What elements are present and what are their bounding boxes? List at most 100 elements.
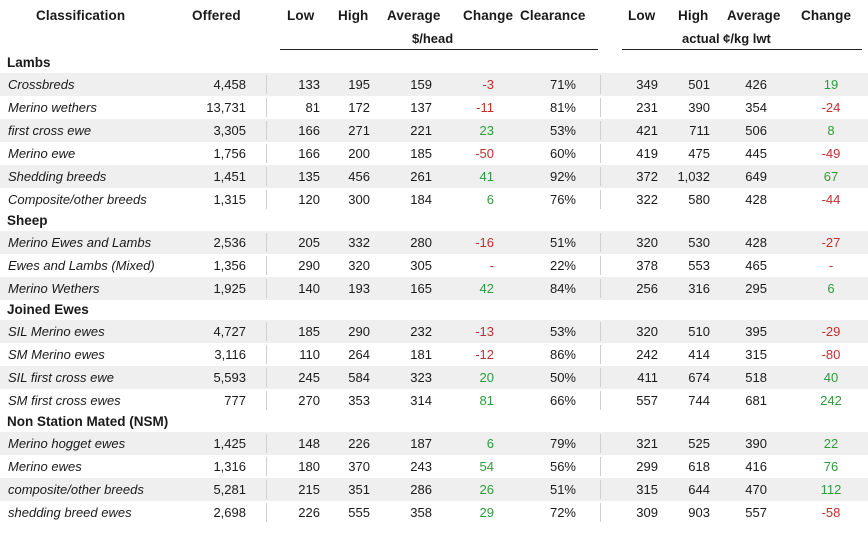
- classification-cell: SM Merino ewes: [8, 347, 105, 362]
- low-cell: 166: [298, 146, 320, 161]
- high-kg-cell: 510: [688, 324, 710, 339]
- clearance-cell: 76%: [549, 192, 576, 207]
- change-kg-cell: -44: [821, 192, 841, 207]
- average-kg-cell: 295: [745, 281, 767, 296]
- offered-cell: 1,316: [213, 459, 246, 474]
- column-divider: [266, 391, 267, 410]
- average-kg-cell: 445: [745, 146, 767, 161]
- header-average: Average: [387, 8, 441, 23]
- clearance-cell: 51%: [549, 235, 576, 250]
- table-row: composite/other breeds 5,281 215 351 286 26 51…: [0, 478, 868, 501]
- clearance-cell: 84%: [549, 281, 576, 296]
- change-cell: 41: [479, 169, 494, 184]
- low-cell: 185: [298, 324, 320, 339]
- column-divider: [600, 457, 601, 476]
- change-kg-cell: 6: [827, 281, 835, 296]
- clearance-cell: 72%: [549, 505, 576, 520]
- classification-cell: shedding breed ewes: [8, 505, 132, 520]
- column-divider: [600, 434, 601, 453]
- high-kg-cell: 903: [688, 505, 710, 520]
- clearance-cell: 92%: [549, 169, 576, 184]
- column-divider: [266, 98, 267, 117]
- offered-cell: 777: [224, 393, 246, 408]
- low-kg-cell: 378: [636, 258, 658, 273]
- column-divider: [266, 279, 267, 298]
- high-cell: 290: [348, 324, 370, 339]
- classification-cell: Merino wethers: [8, 100, 97, 115]
- column-divider: [600, 75, 601, 94]
- low-kg-cell: 421: [636, 123, 658, 138]
- unit-per-kg: actual ¢/kg lwt: [682, 31, 771, 46]
- average-cell: 187: [410, 436, 432, 451]
- high-kg-cell: 744: [688, 393, 710, 408]
- table-body: Lambs Crossbreds 4,458 133 195 159 -3 71% 349 501…: [0, 53, 868, 524]
- high-kg-cell: 674: [688, 370, 710, 385]
- underline-per-kg: [622, 49, 862, 50]
- average-kg-cell: 465: [745, 258, 767, 273]
- column-divider: [266, 457, 267, 476]
- table-row: Crossbreds 4,458 133 195 159 -3 71% 349 501 426 19: [0, 73, 868, 96]
- high-cell: 271: [348, 123, 370, 138]
- high-kg-cell: 390: [688, 100, 710, 115]
- offered-cell: 2,698: [213, 505, 246, 520]
- high-kg-cell: 644: [688, 482, 710, 497]
- table-row: Merino Wethers 1,925 140 193 165 42 84% 256 316 2…: [0, 277, 868, 300]
- average-cell: 305: [410, 258, 432, 273]
- offered-cell: 1,356: [213, 258, 246, 273]
- high-cell: 200: [348, 146, 370, 161]
- high-kg-cell: 711: [689, 123, 710, 138]
- table-row: SM Merino ewes 3,116 110 264 181 -12 86% 242 414…: [0, 343, 868, 366]
- column-divider: [266, 233, 267, 252]
- classification-cell: Composite/other breeds: [8, 192, 147, 207]
- column-divider: [266, 167, 267, 186]
- classification-cell: Shedding breeds: [8, 169, 107, 184]
- column-divider: [600, 391, 601, 410]
- change-cell: 6: [486, 192, 494, 207]
- high-cell: 351: [348, 482, 370, 497]
- clearance-cell: 51%: [549, 482, 576, 497]
- low-kg-cell: 231: [636, 100, 658, 115]
- column-divider: [600, 121, 601, 140]
- table-row: shedding breed ewes 2,698 226 555 358 29 72% 30…: [0, 501, 868, 524]
- clearance-cell: 53%: [549, 324, 576, 339]
- table-row: SIL Merino ewes 4,727 185 290 232 -13 53% 320 51…: [0, 320, 868, 343]
- classification-cell: Merino ewes: [8, 459, 82, 474]
- high-cell: 300: [348, 192, 370, 207]
- section-heading: Lambs: [0, 53, 868, 73]
- low-cell: 226: [298, 505, 320, 520]
- low-kg-cell: 322: [636, 192, 658, 207]
- low-cell: 120: [298, 192, 320, 207]
- table-header: Classification Offered Low High Average …: [0, 0, 868, 56]
- table-row: Merino ewe 1,756 166 200 185 -50 60% 419 475 445 -…: [0, 142, 868, 165]
- high-cell: 353: [348, 393, 370, 408]
- low-cell: 81: [305, 100, 320, 115]
- change-cell: 26: [479, 482, 494, 497]
- low-cell: 110: [299, 347, 320, 362]
- low-cell: 215: [298, 482, 320, 497]
- high-kg-cell: 414: [688, 347, 710, 362]
- classification-cell: Merino Wethers: [8, 281, 100, 296]
- change-kg-cell: 22: [823, 436, 839, 451]
- clearance-cell: 66%: [549, 393, 576, 408]
- table-row: Merino Ewes and Lambs 2,536 205 332 280 -16 51…: [0, 231, 868, 254]
- change-kg-cell: -24: [821, 100, 841, 115]
- low-kg-cell: 309: [636, 505, 658, 520]
- change-cell: 42: [479, 281, 494, 296]
- average-cell: 184: [410, 192, 432, 207]
- average-cell: 261: [410, 169, 432, 184]
- column-divider: [266, 434, 267, 453]
- high-kg-cell: 525: [688, 436, 710, 451]
- average-kg-cell: 649: [745, 169, 767, 184]
- table-row: first cross ewe 3,305 166 271 221 23 53% 421 711…: [0, 119, 868, 142]
- low-cell: 270: [298, 393, 320, 408]
- table-row: Ewes and Lambs (Mixed) 1,356 290 320 305 - 22%…: [0, 254, 868, 277]
- high-cell: 555: [348, 505, 370, 520]
- section-heading: Non Station Mated (NSM): [0, 412, 868, 432]
- low-cell: 140: [298, 281, 320, 296]
- offered-cell: 1,925: [213, 281, 246, 296]
- low-kg-cell: 299: [636, 459, 658, 474]
- clearance-cell: 79%: [549, 436, 576, 451]
- high-kg-cell: 316: [688, 281, 710, 296]
- offered-cell: 5,593: [213, 370, 246, 385]
- change-kg-cell: 76: [823, 459, 839, 474]
